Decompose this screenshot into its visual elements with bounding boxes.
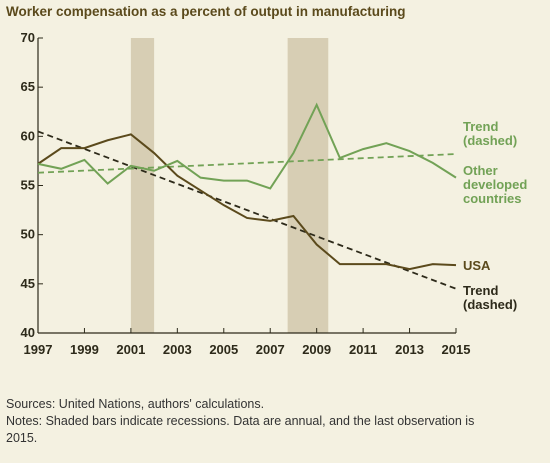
x-tick-label: 2001 [116, 342, 145, 357]
recession-band [130, 38, 155, 333]
y-tick-label: 60 [21, 128, 35, 143]
trend-line [37, 153, 457, 174]
trend-label: Trend (dashed) [463, 283, 518, 312]
x-tick-label: 2005 [209, 342, 238, 357]
trend-label: Trend (dashed) [463, 119, 518, 148]
notes: Notes: Shaded bars indicate recessions. … [6, 414, 475, 445]
recession-band [287, 38, 329, 333]
x-tick-label: 2015 [442, 342, 471, 357]
footnotes: Sources: United Nations, authors' calcul… [6, 396, 476, 447]
y-tick-label: 65 [21, 79, 35, 94]
series-label: USA [463, 258, 491, 273]
y-tick-label: 45 [21, 276, 35, 291]
x-tick-label: 2003 [163, 342, 192, 357]
x-tick-label: 1997 [24, 342, 53, 357]
x-tick-label: 2009 [302, 342, 331, 357]
y-tick-label: 50 [21, 227, 35, 242]
y-tick-label: 55 [21, 178, 35, 193]
series-line [37, 133, 457, 271]
x-tick-label: 2007 [256, 342, 285, 357]
x-tick-label: 2013 [395, 342, 424, 357]
chart-title: Worker compensation as a percent of outp… [6, 4, 406, 19]
y-tick-label: 40 [21, 325, 35, 340]
y-tick-label: 70 [21, 30, 35, 45]
series-label: Other developed countries [463, 163, 528, 206]
trend-line [37, 130, 457, 290]
x-tick-label: 1999 [70, 342, 99, 357]
sources: Sources: United Nations, authors' calcul… [6, 397, 265, 411]
x-tick-label: 2011 [349, 342, 377, 357]
series-line [37, 102, 457, 190]
